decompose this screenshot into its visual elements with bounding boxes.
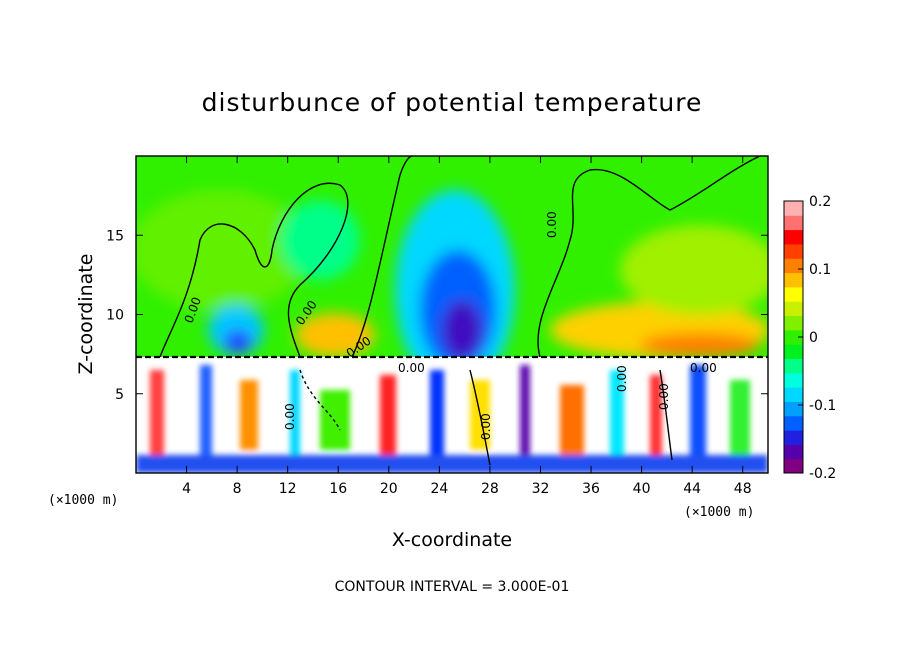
colorbar-tick-label: 0 [809,330,818,346]
anomaly-yellowgreen-right [620,225,768,315]
x-tick-label: 32 [532,481,550,497]
y-axis: 5 10 15 [106,228,768,403]
anomaly-cyan-upper-mid [280,200,360,280]
colorbar-tick-label: 0.1 [809,262,831,278]
y-tick-label: 15 [106,228,124,244]
chart-title: disturbunce of potential temperature [202,88,703,117]
colorbar-segment [784,215,803,231]
colorbar-segment [784,444,803,460]
y-axis-label: Z-coordinate [75,254,97,375]
x-tick-label: 8 [233,481,242,497]
colorbar-segment [784,415,803,431]
x-tick-label: 16 [329,481,347,497]
x-tick-label: 44 [683,481,701,497]
contour-label: 0.00 [615,365,629,392]
plot-area [136,156,768,473]
colorbar-tick-label: 0.2 [809,194,831,210]
band-blue-3 [690,365,706,465]
colorbar-segment [784,301,803,317]
contour-label: 0.00 [657,383,671,410]
contour-interval-note: CONTOUR INTERVAL = 3.000E-01 [335,579,570,595]
contour-lines [136,156,768,466]
anomaly-positive-right-core [640,333,760,357]
band-blue-2 [430,370,444,465]
colorbar-ticks: 0.2 0.1 0 -0.1 -0.2 [798,194,836,482]
band-cyan-1 [290,370,300,460]
x-tick-label: 36 [582,481,600,497]
contour-label: 0.00 [690,361,717,375]
band-orange-2 [560,385,584,455]
colorbar-tick-label: -0.1 [809,398,836,414]
band-red-3 [650,375,662,460]
x-tick-label: 20 [380,481,398,497]
colorbar-tick-label: -0.2 [809,466,836,482]
anomaly-negative-left-core [224,330,252,354]
colorbar-segment [784,243,803,259]
x-tick-label: 48 [734,481,752,497]
band-green-2 [730,380,750,460]
contour-zero-left [159,182,349,358]
x-tick-label: 12 [279,481,297,497]
band-purple-1 [520,365,530,465]
band-green-1 [320,390,350,450]
lower-field [136,357,768,473]
colorbar-segment [784,387,803,402]
x-unit-left: (×1000 m) [48,493,118,508]
contour-label: 0.00 [479,413,493,440]
x-tick-label: 4 [182,481,191,497]
colorbar-segment [784,430,803,445]
contour-zero-right [537,156,761,358]
contour-lower-3 [659,369,673,461]
colorbar-segment [784,315,803,331]
y-tick-label: 5 [115,387,124,403]
band-bottom-blue [136,455,768,473]
band-cyan-2 [610,370,624,460]
x-axis: 4 8 12 16 20 24 28 32 36 40 44 48 [182,156,752,497]
x-tick-label: 40 [633,481,651,497]
contour-label: 0.00 [398,361,425,375]
contour-label: 0.00 [283,403,297,430]
band-orange-1 [240,380,258,450]
colorbar-segment [784,201,803,216]
y-tick-label: 10 [106,308,124,324]
x-tick-label: 28 [481,481,499,497]
x-tick-label: 24 [430,481,448,497]
band-blue-1 [200,365,212,465]
contour-lower-1 [299,369,341,431]
x-axis-label: X-coordinate [392,529,512,551]
colorbar-segment [784,344,803,359]
colorbar-segment [784,229,803,245]
colorbar-segment [784,372,803,388]
colorbar-segment [784,358,803,374]
anomaly-negative-center-deep [442,300,482,360]
colorbar-segment [784,258,803,274]
colorbar-segment [784,329,803,345]
anomaly-positive-mid [295,313,375,357]
colorbar-segment [784,401,803,417]
band-red-1 [150,370,164,460]
band-red-2 [380,375,396,455]
contour-label: 0.00 [545,211,559,238]
colorbar-segment [784,272,803,288]
contour-zero-center [351,156,413,358]
colorbar-segment [784,286,803,302]
colorbar-segment [784,458,803,474]
upper-field [136,190,768,390]
contour-lower-2 [469,369,491,466]
anomaly-upper-left-green [136,190,310,310]
x-unit-right: (×1000 m) [684,505,754,520]
